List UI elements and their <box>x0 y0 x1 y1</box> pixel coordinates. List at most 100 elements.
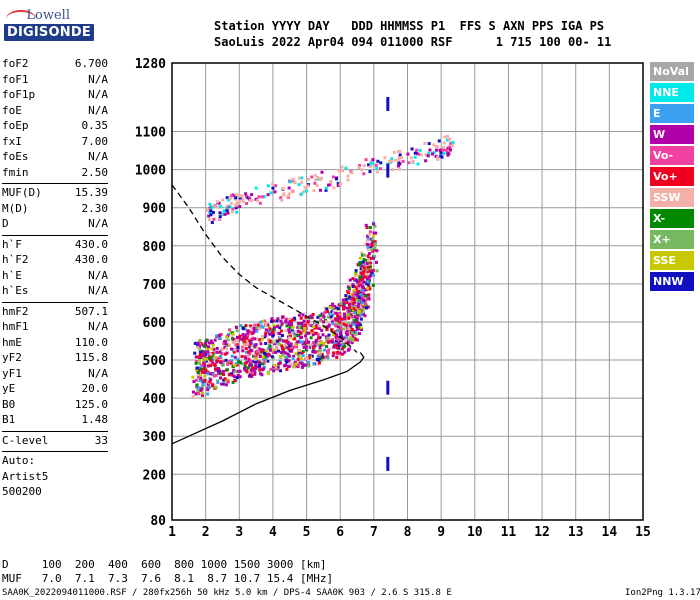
legend-item: W <box>650 125 694 144</box>
echo-point <box>339 330 343 334</box>
legend-item: NNE <box>650 83 694 102</box>
echo-point <box>236 201 240 205</box>
echo-point <box>205 359 209 363</box>
param-value: 1.48 <box>81 413 109 426</box>
echo-point <box>314 326 318 330</box>
echo-point <box>270 317 274 321</box>
echo-point <box>191 395 195 399</box>
echo-point <box>259 324 263 328</box>
echo-point <box>320 328 324 332</box>
echo-point <box>291 337 295 341</box>
echo-point <box>344 341 348 345</box>
echo-point <box>244 325 248 329</box>
echo-point <box>335 352 339 356</box>
echo-point <box>311 333 315 337</box>
echo-point <box>225 368 229 372</box>
header-line-2: SaoLuis 2022 Apr04 094 011000 RSF 1 715 … <box>214 35 612 49</box>
echo-point <box>202 367 206 371</box>
echo-point <box>251 354 255 358</box>
echo-point <box>319 176 323 180</box>
echo-point <box>367 284 371 288</box>
echo-point <box>261 355 265 359</box>
echo-point <box>300 340 304 344</box>
echo-point <box>198 358 202 362</box>
echo-point <box>199 367 203 371</box>
echo-point <box>307 356 311 360</box>
echo-point <box>367 233 371 237</box>
echo-point <box>293 337 297 341</box>
echo-point <box>333 323 337 327</box>
param-value: 7.00 <box>81 134 109 148</box>
echo-point <box>332 186 336 190</box>
echo-point <box>359 261 363 265</box>
echo-point <box>263 319 267 323</box>
echo-point <box>267 352 271 356</box>
echo-point <box>201 382 205 386</box>
echo-point <box>353 300 357 304</box>
echo-point <box>418 148 422 152</box>
echo-point <box>298 350 302 354</box>
param-value: N/A <box>88 320 108 333</box>
echo-point <box>320 352 324 356</box>
echo-point <box>360 289 364 293</box>
param-value: 2.30 <box>81 201 109 215</box>
echo-point <box>309 330 313 334</box>
echo-point <box>373 224 377 228</box>
echo-point <box>371 237 375 241</box>
echo-point <box>290 349 294 353</box>
echo-point <box>337 335 341 339</box>
echo-point <box>258 353 262 357</box>
legend-item: Vo+ <box>650 167 694 186</box>
echo-point <box>359 283 363 287</box>
echo-point <box>310 316 314 320</box>
echo-point <box>199 376 203 380</box>
echo-point <box>330 328 334 332</box>
echo-point <box>317 326 321 330</box>
echo-point <box>213 355 217 359</box>
echo-point <box>255 350 259 354</box>
echo-point <box>225 196 229 200</box>
echo-point <box>362 172 366 176</box>
echo-point <box>371 256 375 260</box>
echo-point <box>322 341 326 345</box>
echo-point <box>353 315 357 319</box>
echo-point <box>340 317 344 321</box>
echo-point <box>266 341 270 345</box>
echo-point <box>283 356 287 360</box>
echo-point <box>285 324 289 328</box>
echo-point <box>281 315 285 319</box>
echo-point <box>346 300 350 304</box>
echo-point <box>233 378 237 382</box>
echo-point <box>257 355 261 359</box>
echo-point <box>362 258 366 262</box>
echo-point <box>315 184 319 188</box>
echo-point <box>311 341 315 345</box>
echo-point <box>229 347 233 351</box>
echo-point <box>274 330 278 334</box>
echo-point <box>196 370 200 374</box>
echo-point <box>352 298 356 302</box>
echo-point <box>262 195 266 199</box>
echo-point <box>206 382 210 386</box>
echo-point <box>300 321 304 325</box>
muf-table-distance: D 100 200 400 600 800 1000 1500 3000 [km… <box>2 558 327 571</box>
echo-point <box>370 269 374 273</box>
echo-point <box>291 356 295 360</box>
echo-point <box>354 323 358 327</box>
echo-point <box>338 315 342 319</box>
echo-point <box>278 359 282 363</box>
echo-point <box>367 163 371 167</box>
echo-point <box>449 142 453 146</box>
echo-point <box>238 334 242 338</box>
echo-point <box>336 322 340 326</box>
echo-point <box>392 150 396 154</box>
y-tick-label: 80 <box>150 514 166 529</box>
echo-point <box>221 362 225 366</box>
echo-point <box>296 333 300 337</box>
echo-point <box>206 364 210 368</box>
echo-point <box>211 210 215 214</box>
echo-point <box>366 280 370 284</box>
echo-point <box>313 344 317 348</box>
echo-point <box>286 365 290 369</box>
echo-point <box>215 350 219 354</box>
